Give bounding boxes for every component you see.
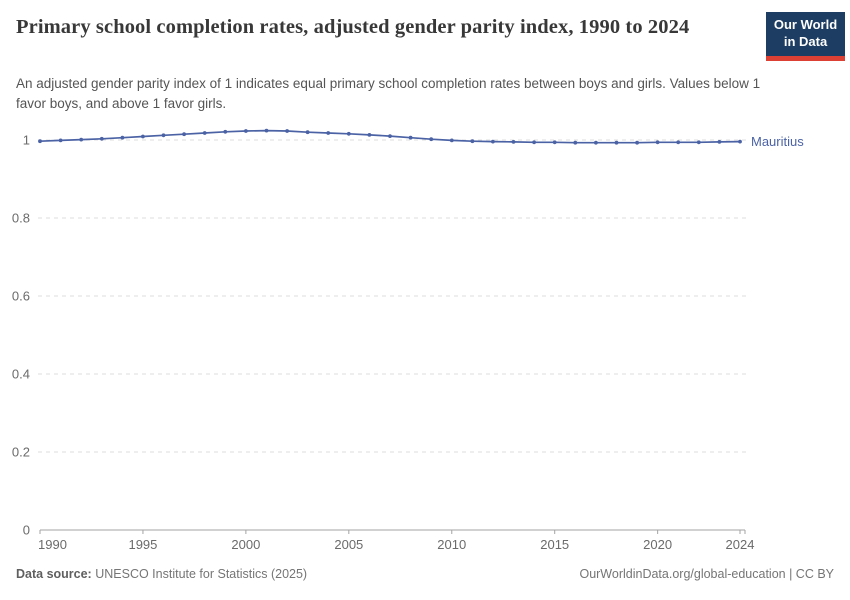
y-tick-label: 0.6 bbox=[12, 289, 30, 304]
x-tick-label: 2015 bbox=[540, 537, 569, 552]
line-chart[interactable]: 0 0.2 0.4 0.6 0.8 1 1990 1995 2000 2005 2010 2015 20… bbox=[0, 115, 850, 560]
owid-logo-line1: Our World bbox=[773, 17, 838, 32]
data-point[interactable] bbox=[264, 128, 269, 133]
data-point[interactable] bbox=[717, 140, 722, 144]
y-tick-label: 0.8 bbox=[12, 211, 30, 226]
data-point[interactable] bbox=[99, 136, 104, 141]
data-source-label: Data source: bbox=[16, 567, 92, 581]
data-point[interactable] bbox=[182, 132, 187, 137]
data-point[interactable] bbox=[408, 135, 413, 140]
data-point[interactable] bbox=[470, 139, 475, 144]
data-source-note: Data source: UNESCO Institute for Statis… bbox=[16, 567, 307, 581]
data-point[interactable] bbox=[367, 133, 372, 137]
data-point[interactable] bbox=[244, 129, 248, 133]
data-point[interactable] bbox=[676, 140, 681, 145]
y-tick-label: 0 bbox=[23, 523, 30, 538]
data-point[interactable] bbox=[120, 135, 125, 140]
y-tick-label: 0.4 bbox=[12, 367, 30, 382]
x-tick-label: 2024 bbox=[726, 537, 755, 552]
data-point[interactable] bbox=[594, 140, 598, 145]
data-point[interactable] bbox=[305, 130, 310, 135]
data-point[interactable] bbox=[552, 140, 557, 145]
x-tick-label: 2010 bbox=[437, 537, 466, 552]
license-link[interactable]: OurWorldinData.org/global-education | CC… bbox=[579, 567, 834, 581]
data-point[interactable] bbox=[635, 140, 639, 145]
data-point[interactable] bbox=[58, 138, 63, 143]
data-source-value: UNESCO Institute for Statistics (2025) bbox=[95, 567, 308, 581]
data-point[interactable] bbox=[141, 134, 145, 139]
chart-footer: Data source: UNESCO Institute for Statis… bbox=[16, 567, 834, 581]
data-point[interactable] bbox=[614, 140, 619, 145]
owid-logo-red-bar bbox=[766, 55, 845, 61]
data-point[interactable] bbox=[38, 139, 42, 144]
x-tick-label: 1995 bbox=[128, 537, 157, 552]
data-point[interactable] bbox=[388, 134, 392, 138]
data-point[interactable] bbox=[429, 137, 434, 142]
data-point[interactable] bbox=[738, 139, 742, 144]
x-tick-label: 2020 bbox=[643, 537, 672, 552]
x-tick-label: 1990 bbox=[38, 537, 67, 552]
data-point[interactable] bbox=[449, 138, 454, 143]
data-point[interactable] bbox=[346, 131, 351, 136]
data-point[interactable] bbox=[655, 140, 660, 145]
data-point[interactable] bbox=[696, 140, 701, 145]
data-point[interactable] bbox=[573, 140, 578, 145]
data-point[interactable] bbox=[161, 133, 166, 138]
data-point[interactable] bbox=[79, 137, 84, 142]
y-tick-label: 1 bbox=[23, 133, 30, 148]
owid-logo-line2: in Data bbox=[783, 33, 828, 49]
y-tick-label: 0.2 bbox=[12, 445, 30, 460]
owid-logo-text: Our World in Data bbox=[766, 12, 845, 56]
owid-logo[interactable]: Our World in Data bbox=[766, 12, 845, 61]
data-point[interactable] bbox=[202, 131, 207, 135]
data-point[interactable] bbox=[491, 139, 495, 144]
data-point[interactable] bbox=[223, 129, 228, 134]
x-tick-label: 2005 bbox=[334, 537, 363, 552]
chart-subtitle: An adjusted gender parity index of 1 ind… bbox=[16, 76, 761, 112]
x-tick-label: 2000 bbox=[231, 537, 260, 552]
data-point[interactable] bbox=[285, 129, 289, 133]
series-label-mauritius[interactable]: Mauritius bbox=[751, 134, 804, 149]
data-point[interactable] bbox=[532, 140, 536, 145]
chart-title: Primary school completion rates, adjuste… bbox=[16, 16, 690, 38]
data-point[interactable] bbox=[511, 140, 516, 144]
data-point[interactable] bbox=[326, 131, 331, 135]
